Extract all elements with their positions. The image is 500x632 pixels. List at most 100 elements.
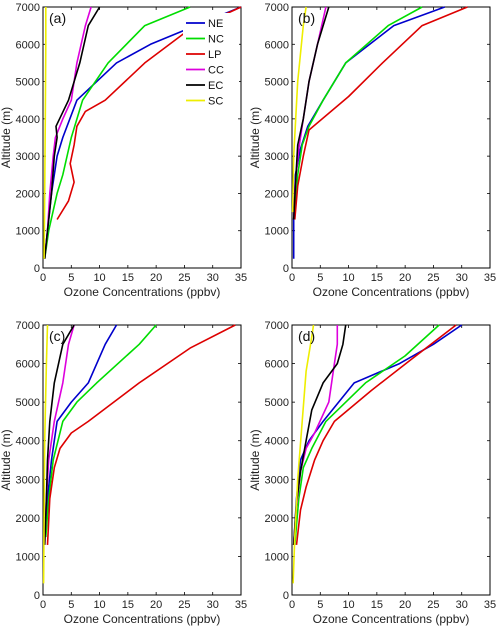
chart-panel-2: 0 5 10 15 20 25 30 35 0 1000 2000 3000 4000 5000 6000 7… [0,320,247,626]
x-tick-label: 20 [399,272,411,284]
series-line-lp [294,6,468,220]
x-tick-label: 5 [317,272,323,284]
y-tick-label: 5000 [16,77,40,89]
x-tick-label: 35 [484,272,496,284]
y-tick-label: 4000 [16,114,40,126]
x-tick-label: 30 [207,272,219,284]
y-tick-label: 6000 [16,359,40,371]
y-axis-label: Altitude (m) [0,429,13,490]
legend-label-lp: LP [208,49,221,61]
series-line-nc [294,324,440,545]
x-tick-label: 35 [235,272,247,284]
y-tick-label: 2000 [265,188,289,200]
y-tick-label: 5000 [265,77,289,89]
series-line-lp [46,324,236,545]
legend-label-sc: SC [208,96,223,108]
y-tick-label: 7000 [16,2,40,14]
y-tick-label: 4000 [265,436,289,448]
x-tick-label: 10 [342,599,354,611]
y-tick-label: 4000 [265,114,289,126]
x-tick-label: 5 [68,599,74,611]
series-line-sc [292,324,315,584]
series-line-ec [43,324,75,545]
x-tick-label: 10 [93,599,105,611]
y-tick-label: 0 [283,263,289,275]
series-line-ec [292,6,330,220]
y-tick-label: 6000 [265,359,289,371]
series-line-sc [291,6,307,213]
x-axis-label: Ozone Concentrations (ppbv) [313,612,470,626]
series-line-sc [43,7,47,259]
x-tick-label: 5 [68,272,74,284]
panel-label: (d) [298,328,315,344]
x-tick-label: 35 [484,599,496,611]
x-tick-label: 10 [342,272,354,284]
x-axis-label: Ozone Concentrations (ppbv) [64,612,221,626]
plot-frame [291,324,491,596]
y-axis-label: Altitude (m) [248,107,262,168]
x-tick-label: 5 [317,599,323,611]
legend-label-cc: CC [208,65,224,77]
x-tick-label: 20 [150,599,162,611]
x-tick-label: 15 [371,272,383,284]
x-tick-label: 15 [122,599,134,611]
x-tick-label: 25 [178,272,190,284]
series-line-nc [294,6,423,213]
chart-panel-1: 0 5 10 15 20 25 30 35 0 1000 2000 3000 4000 5000 6000 7… [248,2,496,299]
series-line-ec [43,6,101,259]
y-tick-label: 7000 [16,320,40,332]
y-tick-label: 2000 [265,513,289,525]
x-tick-label: 35 [235,599,247,611]
series-line-cc [43,6,92,259]
y-tick-label: 1000 [265,226,289,238]
x-tick-label: 30 [456,272,468,284]
series-line-sc [42,324,49,584]
x-tick-label: 10 [93,272,105,284]
y-tick-label: 4000 [16,436,40,448]
legend-label-nc: NC [208,34,224,46]
series-line-lp [295,324,457,545]
x-axis-label: Ozone Concentrations (ppbv) [313,285,470,299]
legend-label-ec: EC [208,80,223,92]
x-tick-label: 0 [40,272,46,284]
x-tick-label: 0 [289,272,295,284]
y-tick-label: 7000 [265,320,289,332]
y-tick-label: 0 [34,590,40,602]
panel-label: (a) [49,10,66,26]
y-tick-label: 2000 [16,188,40,200]
y-tick-label: 3000 [16,151,40,163]
series-line-lp [56,6,242,220]
x-tick-label: 0 [40,599,46,611]
plot-frame [42,324,242,596]
series-line-ne [43,324,118,538]
y-axis-label: Altitude (m) [0,107,13,168]
x-tick-label: 25 [427,272,439,284]
y-tick-label: 0 [283,590,289,602]
x-tick-label: 15 [122,272,134,284]
y-tick-label: 0 [34,263,40,275]
x-tick-label: 20 [150,272,162,284]
y-tick-label: 1000 [16,226,40,238]
x-tick-label: 25 [178,599,190,611]
panel-label: (b) [298,10,315,26]
y-tick-label: 3000 [265,151,289,163]
y-tick-label: 5000 [265,397,289,409]
x-tick-label: 0 [289,599,295,611]
y-tick-label: 3000 [265,474,289,486]
series-line-nc [45,324,157,538]
y-tick-label: 1000 [16,551,40,563]
x-tick-label: 20 [399,599,411,611]
panel-label: (c) [49,328,65,344]
y-tick-label: 6000 [265,39,289,51]
y-axis-label: Altitude (m) [248,429,262,490]
y-tick-label: 1000 [265,551,289,563]
x-tick-label: 25 [427,599,439,611]
chart-panel-3: 0 5 10 15 20 25 30 35 0 1000 2000 3000 4000 5000 6000 7… [248,320,496,626]
plot-frame [291,6,491,269]
chart-panel-0: 0 5 10 15 20 25 30 35 0 1000 2000 3000 4000 5000 6000 7… [0,2,247,299]
legend-box [183,13,239,110]
x-tick-label: 30 [456,599,468,611]
y-tick-label: 7000 [265,2,289,14]
y-tick-label: 5000 [16,397,40,409]
